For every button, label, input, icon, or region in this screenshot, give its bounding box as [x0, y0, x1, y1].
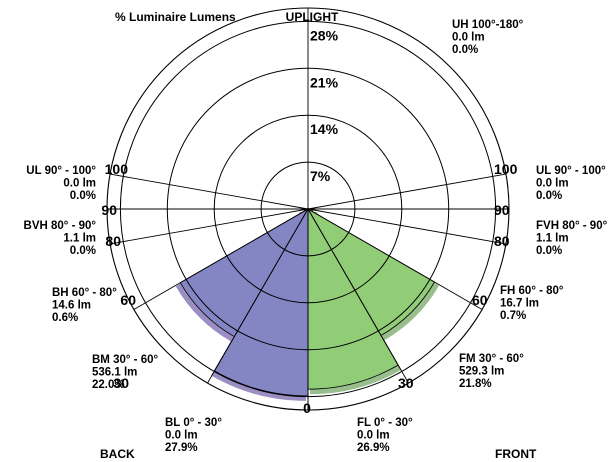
ring-label-28: 28% — [310, 27, 339, 43]
zone-label-ul-front-line-3: 0.0% — [536, 190, 562, 202]
angle-label-back-60: 60 — [120, 292, 136, 308]
uplight-label: UPLIGHT — [286, 10, 339, 24]
zone-label-bvh-line-2: 1.1 lm — [63, 233, 96, 245]
angle-label-front-100: 100 — [494, 161, 518, 177]
angle-label-front-80: 80 — [494, 233, 510, 249]
zone-label-bl-line-3: 27.9% — [165, 442, 198, 454]
ray-front-60 — [307, 208, 483, 310]
zone-label-fvh-line-2: 1.1 lm — [536, 233, 569, 245]
zone-label-bl-line-1: BL 0° - 30° — [165, 417, 222, 429]
zone-label-bh-line-1: BH 60° - 80° — [52, 287, 117, 299]
ray-front-30 — [307, 208, 409, 384]
zone-label-fh-line-3: 0.7% — [500, 310, 526, 322]
zone-label-fl-line-2: 0.0 lm — [357, 430, 390, 442]
zone-label-fm-line-2: 529.3 lm — [459, 366, 504, 378]
zone-label-ul-front-line-1: UL 90° - 100° — [536, 165, 606, 177]
ring-label-7: 7% — [310, 168, 331, 184]
wedge-fl — [307, 207, 399, 390]
zone-label-ul-back-line-3: 0.0% — [70, 190, 96, 202]
angle-label-front-90: 90 — [494, 202, 510, 218]
ring-label-21: 21% — [310, 74, 339, 90]
zone-label-bh-line-3: 0.6% — [52, 312, 78, 324]
ray-back-100 — [110, 173, 309, 210]
zone-label-bh-line-2: 14.6 lm — [52, 300, 91, 312]
zone-label-bm-line-3: 22.0% — [92, 379, 125, 391]
zone-label-bl-line-2: 0.0 lm — [165, 430, 198, 442]
angle-label-front-60: 60 — [472, 292, 488, 308]
zone-label-uh-line-2: 0.0 lm — [452, 32, 485, 44]
back-label: BACK — [100, 447, 135, 461]
zone-label-bvh-line-3: 0.0% — [70, 245, 96, 257]
angle-label-front-30: 30 — [398, 375, 414, 391]
zone-label-uh-line-1: UH 100°-180° — [452, 19, 524, 31]
ray-front-100 — [307, 173, 506, 210]
zone-label-fh-line-1: FH 60° - 80° — [500, 285, 564, 297]
zone-label-fh-line-2: 16.7 lm — [500, 298, 539, 310]
zone-label-ul-back-line-1: UL 90° - 100° — [26, 165, 96, 177]
zone-label-bvh-line-1: BVH 80° - 90° — [24, 220, 97, 232]
zone-label-bm-line-2: 536.1 lm — [92, 367, 137, 379]
zone-label-fvh-line-3: 0.0% — [536, 245, 562, 257]
ring-label-14: 14% — [310, 121, 339, 137]
ray-front-80 — [307, 208, 506, 245]
zone-label-fvh-line-1: FVH 80° - 90° — [536, 220, 608, 232]
wedge-bl — [213, 207, 309, 397]
angle-label-back-100: 100 — [105, 161, 129, 177]
angle-label-back-0: 0 — [303, 400, 311, 416]
zone-label-bm-line-1: BM 30° - 60° — [92, 354, 158, 366]
zone-label-fm-line-3: 21.8% — [459, 378, 492, 390]
zone-label-fl-line-3: 26.9% — [357, 442, 390, 454]
chart-title: % Luminaire Lumens — [115, 10, 236, 24]
angle-label-back-90: 90 — [101, 202, 117, 218]
angle-label-back-30: 30 — [113, 375, 129, 391]
zone-label-uh-line-3: 0.0% — [452, 44, 478, 56]
angle-label-back-80: 80 — [105, 233, 121, 249]
ray-back-80 — [110, 208, 309, 245]
front-label: FRONT — [495, 447, 537, 461]
zone-label-ul-back-line-2: 0.0 lm — [63, 178, 96, 190]
ray-back-60 — [133, 208, 309, 310]
zone-label-ul-front-line-2: 0.0 lm — [536, 178, 569, 190]
zone-label-fm-line-1: FM 30° - 60° — [459, 353, 524, 365]
ray-back-30 — [207, 208, 309, 384]
zone-label-fl-line-1: FL 0° - 30° — [357, 417, 413, 429]
